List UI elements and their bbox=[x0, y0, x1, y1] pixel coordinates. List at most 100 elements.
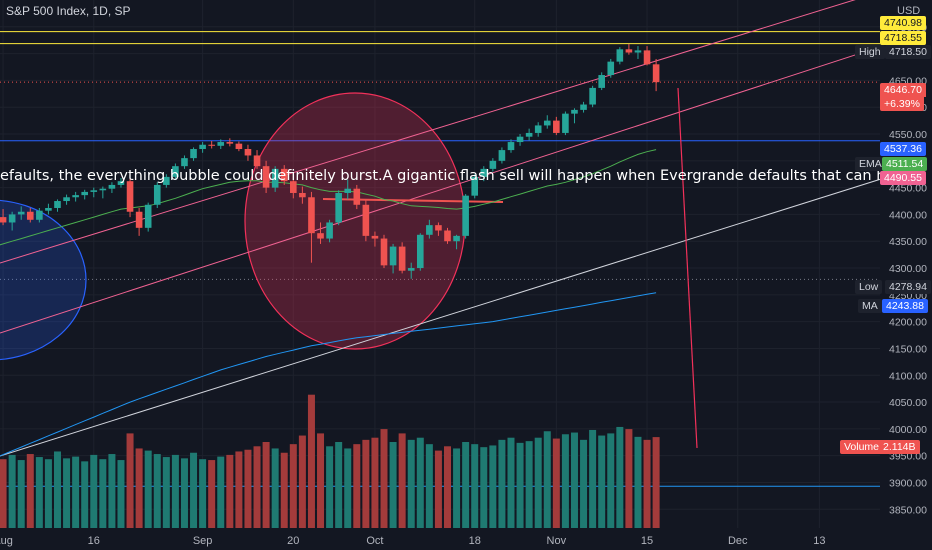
volume-bar bbox=[335, 442, 343, 528]
candle bbox=[426, 225, 433, 235]
candle bbox=[299, 192, 306, 198]
candle bbox=[480, 168, 488, 177]
volume-bar bbox=[35, 457, 43, 528]
candle bbox=[45, 207, 52, 211]
candle bbox=[36, 210, 43, 220]
volume-bar bbox=[344, 448, 352, 528]
volume-bar bbox=[117, 460, 125, 528]
volume-bar bbox=[280, 452, 288, 528]
candle bbox=[54, 201, 61, 208]
volume-bar bbox=[317, 433, 325, 528]
volume-bar bbox=[643, 439, 651, 528]
volume-bar bbox=[90, 454, 98, 528]
candle bbox=[589, 87, 596, 105]
candle bbox=[471, 176, 479, 196]
ma-line bbox=[0, 292, 657, 457]
candle bbox=[253, 155, 261, 167]
candle bbox=[117, 181, 125, 185]
price-tick-label: 3900.00 bbox=[889, 477, 927, 489]
candle bbox=[362, 204, 370, 236]
volume-bar bbox=[8, 454, 16, 528]
low-label: Low bbox=[855, 280, 883, 294]
ema-label: EMA bbox=[855, 157, 886, 171]
price-tick-label: 4300.00 bbox=[889, 263, 927, 275]
price-tick-label: 4350.00 bbox=[889, 236, 927, 248]
candle bbox=[543, 120, 551, 126]
volume-bar bbox=[480, 447, 488, 528]
candle bbox=[235, 143, 243, 150]
volume-bar bbox=[462, 442, 470, 528]
volume-bar bbox=[199, 459, 207, 528]
price-tick-label: 4200.00 bbox=[889, 317, 927, 329]
time-tick-label: 16 bbox=[88, 535, 100, 547]
candles bbox=[0, 43, 660, 279]
volume-bar bbox=[607, 433, 615, 528]
low-value: 4278.94 bbox=[885, 280, 931, 294]
ema-value: 4511.54 bbox=[882, 157, 928, 171]
time-tick-label: Oct bbox=[366, 535, 383, 547]
time-tick-label: Dec bbox=[728, 535, 748, 547]
volume-bar bbox=[589, 429, 597, 528]
candle bbox=[616, 49, 624, 62]
time-tick-label: Sep bbox=[193, 535, 213, 547]
channel-line-upper bbox=[0, 0, 856, 264]
level-blue-tag: 4537.36 bbox=[880, 142, 926, 156]
indicators bbox=[0, 149, 657, 457]
candle bbox=[126, 181, 134, 212]
candle bbox=[153, 184, 161, 205]
volume-bar bbox=[507, 437, 515, 528]
candle bbox=[371, 235, 379, 239]
symbol-header[interactable]: S&P 500 Index, 1D, SP bbox=[6, 4, 131, 18]
volume-bar bbox=[625, 429, 633, 528]
tag-top2: 4718.55 bbox=[880, 31, 926, 45]
candle bbox=[398, 246, 406, 271]
price-tick-label: 4400.00 bbox=[889, 209, 927, 221]
candle bbox=[571, 109, 578, 114]
volume-bar bbox=[425, 444, 433, 528]
volume-bar bbox=[362, 439, 370, 528]
candle bbox=[0, 217, 7, 223]
candle bbox=[652, 64, 660, 83]
trend-line-white bbox=[0, 162, 932, 457]
volume-bar bbox=[326, 446, 334, 528]
candle bbox=[335, 192, 342, 223]
volume-bar bbox=[407, 439, 415, 528]
volume-bar bbox=[226, 454, 234, 528]
candle bbox=[326, 222, 333, 239]
volume-label: Volume bbox=[840, 440, 884, 454]
price-tick-label: 4050.00 bbox=[889, 397, 927, 409]
volume-bar bbox=[235, 451, 243, 528]
candle bbox=[498, 150, 506, 161]
candle bbox=[72, 195, 79, 198]
volume-bar bbox=[307, 394, 315, 528]
candle bbox=[135, 211, 143, 228]
candle bbox=[217, 142, 225, 146]
candle bbox=[516, 136, 524, 143]
volume-bar bbox=[108, 454, 116, 528]
candle bbox=[353, 188, 361, 205]
volume-bar bbox=[616, 426, 624, 528]
volume-bar bbox=[398, 433, 406, 528]
candle bbox=[99, 188, 107, 191]
currency-label[interactable]: USD bbox=[897, 5, 921, 17]
time-axis[interactable]: Aug 16 Sep 20 Oct 18 Nov 15 Dec 13 bbox=[0, 528, 932, 550]
volume-bar bbox=[144, 450, 152, 528]
volume-value: 2.114B bbox=[879, 440, 920, 454]
candle bbox=[643, 50, 651, 65]
volume-bar bbox=[289, 444, 297, 528]
time-tick-label: 18 bbox=[469, 535, 481, 547]
candle bbox=[163, 176, 170, 185]
volume-bar bbox=[44, 459, 52, 528]
last-price: 4646.70 bbox=[880, 83, 926, 97]
volume-bar bbox=[561, 434, 569, 528]
volume-bar bbox=[389, 442, 397, 528]
candle bbox=[525, 132, 533, 137]
annotation-text[interactable]: efaults, the everything bubble could def… bbox=[0, 168, 880, 184]
volume-bar bbox=[634, 436, 642, 528]
ellipse-blue bbox=[0, 199, 87, 361]
tag-top1: 4740.98 bbox=[880, 16, 926, 30]
candle bbox=[625, 49, 633, 53]
volume-bar bbox=[180, 458, 188, 528]
candle bbox=[63, 197, 70, 202]
